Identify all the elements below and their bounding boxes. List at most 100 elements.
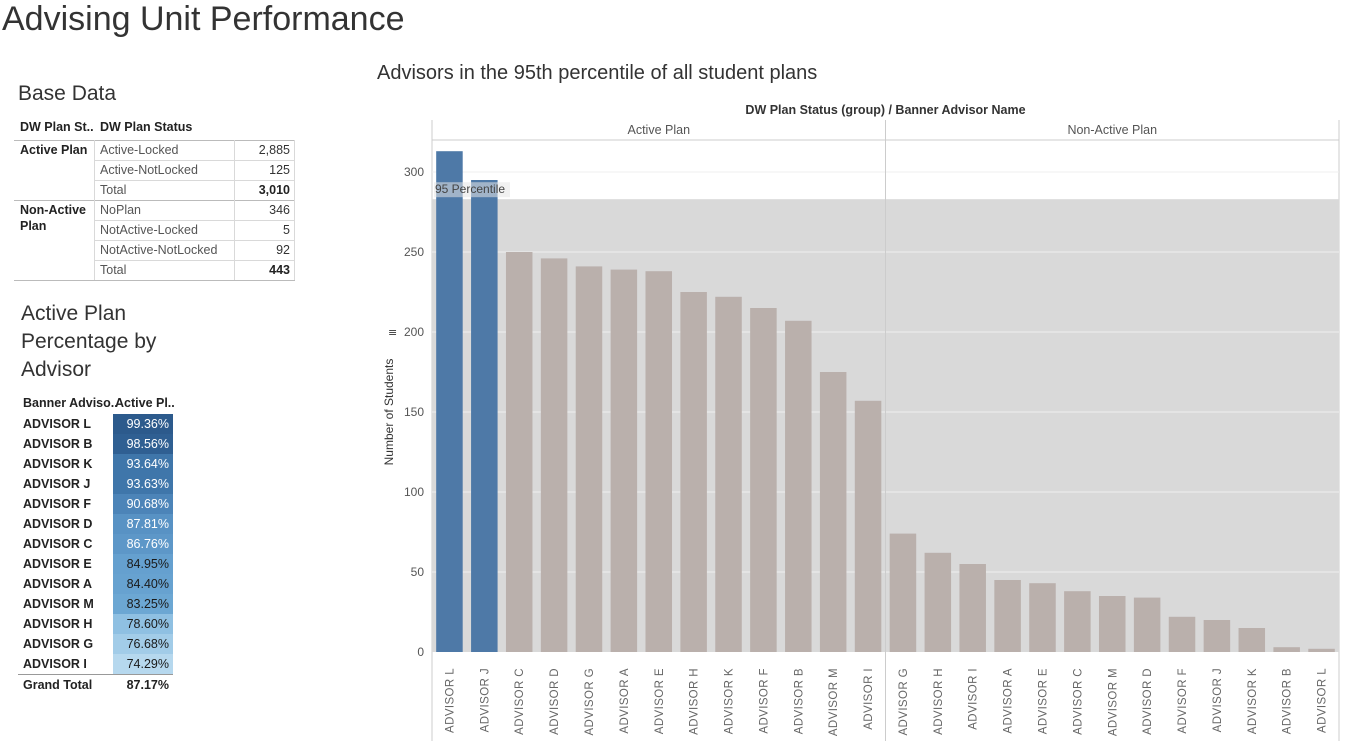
advisor-name[interactable]: ADVISOR F (23, 497, 92, 511)
status-label: NotActive-Locked (100, 223, 198, 237)
active-pct-cell[interactable]: 74.29% (113, 654, 173, 674)
active-pct-cell[interactable]: 87.81% (113, 514, 173, 534)
advisor-name[interactable]: ADVISOR B (23, 437, 93, 451)
active-pct-cell[interactable]: 90.68% (113, 494, 173, 514)
active-pct-cell[interactable]: 83.25% (113, 594, 173, 614)
x-tick-label: ADVISOR A (1003, 668, 1015, 734)
active-pct-cell[interactable]: 99.36% (113, 414, 173, 434)
bar (750, 308, 777, 652)
bar (819, 372, 847, 652)
row-group-label[interactable]: Active Plan (20, 143, 88, 157)
bar (1203, 620, 1231, 652)
table-divider (18, 674, 173, 675)
table-row[interactable]: NoPlan 346 (14, 200, 295, 220)
count-value: 125 (269, 163, 290, 177)
active-pct-cell[interactable]: 84.40% (113, 574, 173, 594)
count-value: 443 (269, 263, 290, 277)
bar (994, 580, 1021, 652)
x-tick-label: ADVISOR C (514, 668, 526, 735)
table-row[interactable]: Total 3,010 (14, 180, 295, 200)
bar (540, 258, 568, 652)
status-label: Total (100, 183, 127, 197)
advisor-name[interactable]: ADVISOR L (23, 417, 92, 431)
x-tick-label: ADVISOR F (758, 668, 770, 734)
bar (959, 564, 986, 652)
active-pct-cell[interactable]: 76.68% (113, 634, 173, 654)
table-row[interactable]: Total 443 (14, 260, 295, 280)
bar (1308, 648, 1335, 652)
bar (436, 151, 463, 652)
x-tick-label: ADVISOR D (549, 668, 561, 735)
active-pct-cell[interactable]: 93.64% (113, 454, 173, 474)
sort-icon: ≡ (388, 326, 397, 339)
x-tick-label: ADVISOR I (968, 668, 980, 730)
advisor-name[interactable]: ADVISOR E (23, 557, 92, 571)
bar (715, 296, 742, 652)
y-axis-label: Number of Students (382, 359, 396, 466)
x-tick-label: ADVISOR J (1212, 668, 1224, 732)
status-label: NoPlan (100, 203, 141, 217)
table-row[interactable]: NotActive-Locked 5 (14, 220, 295, 240)
bar (1238, 628, 1266, 652)
active-pct-cell[interactable]: 84.95% (113, 554, 173, 574)
table-divider (94, 140, 95, 200)
active-pct-cell[interactable]: 86.76% (113, 534, 173, 554)
advisor-name[interactable]: ADVISOR D (23, 517, 93, 531)
advisor-name[interactable]: ADVISOR I (23, 657, 87, 671)
advisor-name[interactable]: ADVISOR A (23, 577, 92, 591)
table-divider (294, 200, 295, 280)
column-header-plan-status[interactable]: DW Plan Status (100, 120, 193, 134)
table-row[interactable]: Active-NotLocked 125 (14, 160, 295, 180)
table-divider (94, 220, 295, 221)
table-divider (14, 140, 295, 141)
count-value: 5 (283, 223, 290, 237)
base-data-title: Base Data (18, 82, 117, 105)
bar (1098, 596, 1126, 652)
x-tick-label: ADVISOR K (1247, 668, 1259, 734)
bar (471, 180, 498, 652)
x-tick-label: ADVISOR B (793, 668, 805, 734)
x-tick-label: ADVISOR M (828, 668, 840, 736)
x-tick-label: ADVISOR H (933, 668, 945, 735)
advisor-name[interactable]: ADVISOR C (23, 537, 93, 551)
bar (575, 266, 603, 652)
table-divider (94, 160, 295, 161)
bar (1168, 616, 1196, 652)
y-tick-label: 200 (404, 325, 424, 339)
advisor-name[interactable]: ADVISOR K (23, 457, 93, 471)
column-header-active-pct[interactable]: Active Pl.. (115, 396, 175, 410)
advisor-name[interactable]: ADVISOR G (23, 637, 94, 651)
x-tick-label: ADVISOR E (1037, 668, 1049, 734)
chart-header: DW Plan Status (group) / Banner Advisor … (745, 103, 1025, 117)
x-tick-label: ADVISOR G (584, 668, 596, 736)
count-value: 92 (276, 243, 290, 257)
row-group-label[interactable]: Non-Active Plan (20, 203, 86, 233)
advisor-name[interactable]: ADVISOR H (23, 617, 93, 631)
status-label: Active-Locked (100, 143, 179, 157)
active-pct-cell[interactable]: 78.60% (113, 614, 173, 634)
table-divider (94, 240, 295, 241)
bar (1273, 647, 1300, 652)
bar (1064, 591, 1091, 652)
table-divider (94, 260, 295, 261)
count-value: 2,885 (258, 143, 290, 157)
status-label: Active-NotLocked (100, 163, 198, 177)
table-row[interactable]: Active-Locked 2,885 (14, 140, 295, 160)
active-pct-cell[interactable]: 93.63% (113, 474, 173, 494)
bar-chart: DW Plan Status (group) / Banner Advisor … (382, 103, 1340, 741)
x-tick-label: ADVISOR L (1317, 668, 1329, 733)
reference-label-bg (434, 182, 510, 198)
panel-header: Non-Active Plan (1067, 123, 1157, 137)
x-tick-label: ADVISOR J (479, 668, 491, 732)
table-divider (234, 200, 235, 280)
x-tick-label: ADVISOR I (863, 668, 875, 730)
active-pct-cell[interactable]: 98.56% (113, 434, 173, 454)
column-header-advisor[interactable]: Banner Adviso.. (23, 396, 118, 410)
table-row[interactable]: NotActive-NotLocked 92 (14, 240, 295, 260)
x-tick-label: ADVISOR K (724, 668, 736, 734)
status-label: NotActive-NotLocked (100, 243, 218, 257)
advisor-name[interactable]: ADVISOR J (23, 477, 91, 491)
x-tick-label: ADVISOR H (689, 668, 701, 735)
column-header-plan-group[interactable]: DW Plan St.. (20, 120, 94, 134)
advisor-name[interactable]: ADVISOR M (23, 597, 94, 611)
